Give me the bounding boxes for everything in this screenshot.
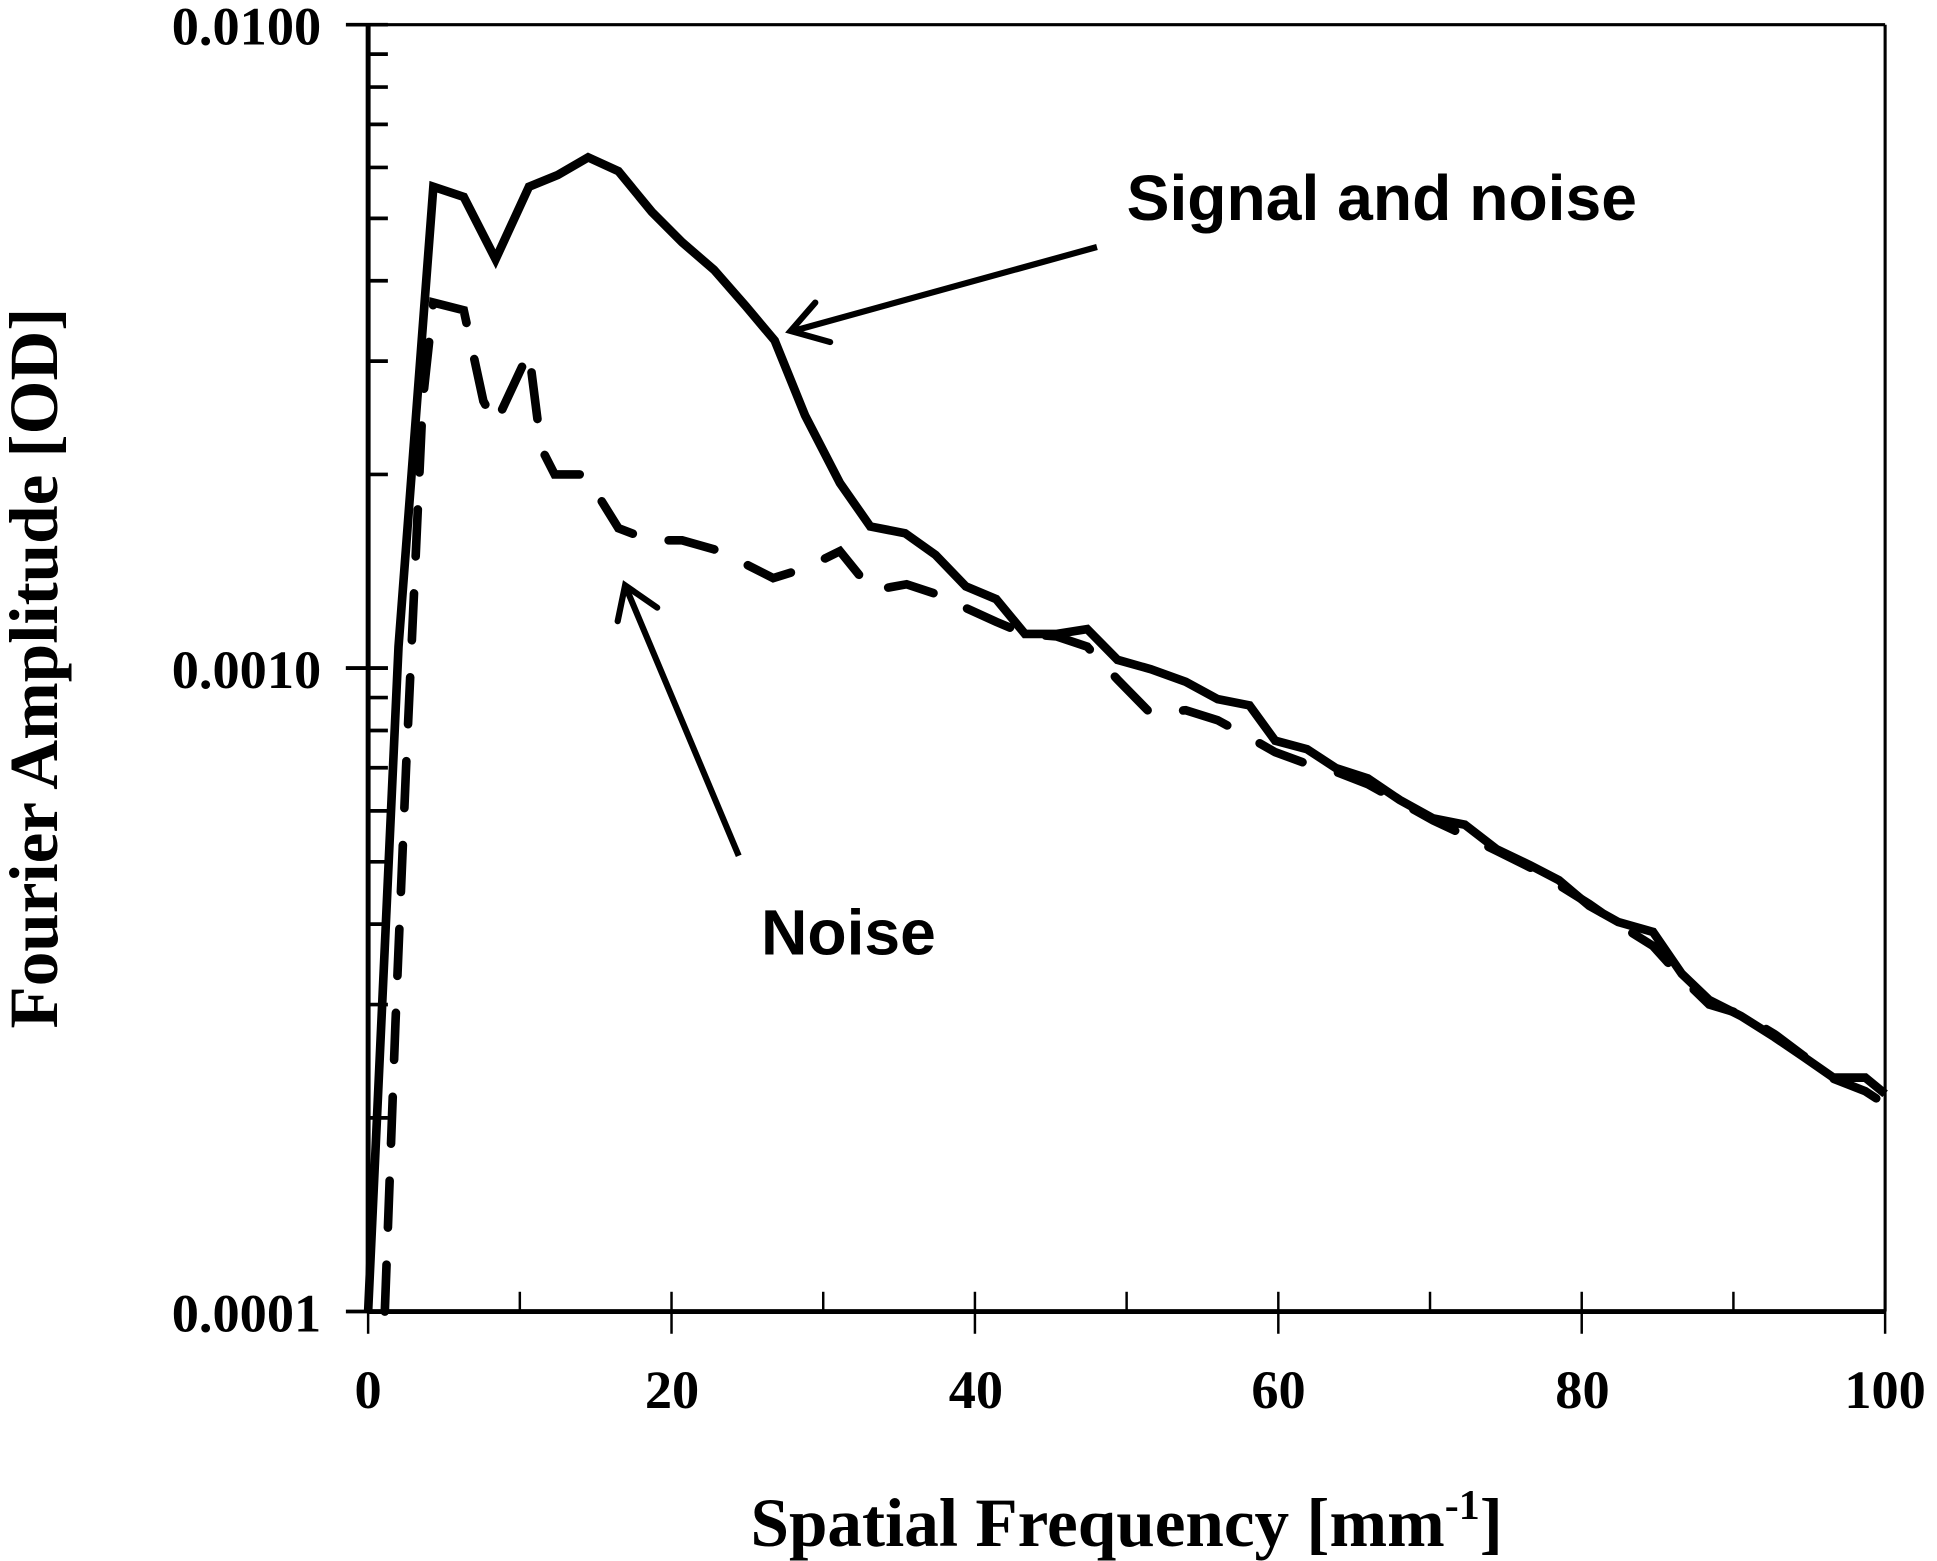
signal-annotation-label: Signal and noise bbox=[1127, 162, 1637, 234]
y-axis-ticks bbox=[345, 22, 388, 1314]
series-layer bbox=[363, 152, 1890, 1316]
x-tick-label-0: 0 bbox=[355, 1360, 382, 1420]
signal-series-line bbox=[363, 152, 1888, 1312]
noise-annotation-label: Noise bbox=[761, 897, 936, 969]
y-tick-label-top: 0.0100 bbox=[172, 0, 321, 56]
x-tick-label-60: 60 bbox=[1251, 1360, 1305, 1420]
x-axis-label: Spatial Frequency [mm-1] bbox=[751, 1483, 1503, 1561]
noise-arrowhead-icon bbox=[614, 580, 661, 625]
x-tick-label-40: 40 bbox=[949, 1360, 1003, 1420]
x-tick-label-80: 80 bbox=[1555, 1360, 1609, 1420]
y-tick-label-bottom: 0.0001 bbox=[172, 1283, 321, 1343]
noise-series-line bbox=[380, 297, 1890, 1316]
x-tick-label-100: 100 bbox=[1844, 1360, 1926, 1420]
y-tick-label-mid: 0.0010 bbox=[172, 640, 321, 700]
signal-arrowhead-icon bbox=[785, 299, 834, 346]
x-axis-ticks bbox=[366, 1291, 1887, 1334]
x-tick-label-20: 20 bbox=[645, 1360, 699, 1420]
y-axis-label: Fourier Amplitude [OD] bbox=[0, 308, 72, 1029]
signal-annotation-arrow bbox=[792, 244, 1098, 334]
noise-annotation-arrow bbox=[622, 584, 742, 858]
